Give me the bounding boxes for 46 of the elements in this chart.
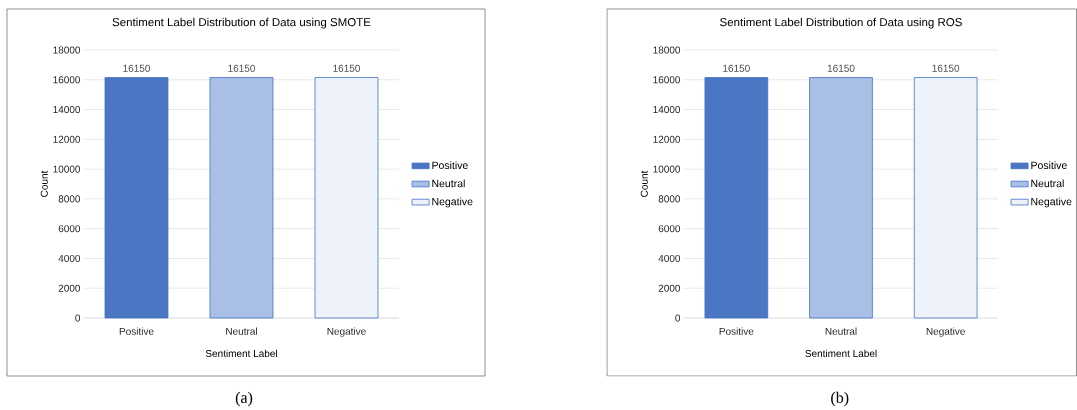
x-axis-title: Sentiment Label — [205, 349, 277, 358]
legend-label: Negative — [432, 197, 473, 208]
data-label: 16150 — [723, 64, 750, 72]
y-tick-label: 6000 — [58, 225, 81, 233]
y-tick-label: 6000 — [658, 225, 681, 233]
x-tick-label: Negative — [327, 327, 366, 337]
y-tick-label: 12000 — [53, 135, 81, 143]
chart-title: Sentiment Label Distribution of Data using ROS — [720, 17, 962, 29]
legend-label: Neutral — [432, 179, 465, 188]
x-tick-label: Positive — [719, 327, 754, 335]
y-tick-label: 10000 — [653, 165, 681, 173]
x-tick-label: Negative — [926, 327, 965, 337]
text: (a) — [235, 391, 253, 407]
y-tick-label: 18000 — [653, 46, 681, 54]
x-tick-label: Positive — [119, 327, 154, 335]
chart-title: Sentiment Label Distribution of Data using SMOTE — [112, 17, 371, 29]
legend-label: Neutral — [1031, 179, 1064, 188]
y-tick-label: 16000 — [653, 76, 681, 84]
legend-label: Positive — [432, 161, 468, 170]
y-axis-title: Count — [640, 170, 648, 197]
x-tick-label: Neutral — [226, 327, 257, 335]
data-label: 16150 — [932, 64, 960, 72]
x-axis-title: Sentiment Label — [805, 349, 877, 358]
y-tick-label: 14000 — [653, 106, 681, 114]
y-tick-label: 8000 — [58, 195, 81, 203]
y-tick-label: 2000 — [58, 284, 81, 292]
legend-label: Positive — [1031, 161, 1067, 170]
x-tick-label: Neutral — [825, 327, 857, 335]
y-tick-label: 2000 — [658, 284, 681, 292]
y-tick-label: 4000 — [58, 254, 81, 262]
data-label: 16150 — [123, 64, 151, 72]
y-tick-label: 8000 — [658, 195, 681, 203]
y-tick-label: 10000 — [53, 165, 81, 173]
y-tick-label: 16000 — [53, 76, 81, 84]
data-label: 16150 — [333, 64, 361, 72]
y-tick-label: 14000 — [53, 106, 81, 114]
y-tick-label: 18000 — [53, 46, 81, 54]
y-tick-label: 12000 — [653, 135, 681, 143]
y-tick-label: 4000 — [658, 254, 681, 262]
y-axis-title: Count — [40, 170, 48, 197]
data-label: 16150 — [827, 64, 855, 72]
y-tick-label: 0 — [75, 314, 81, 322]
legend-label: Negative — [1031, 197, 1072, 208]
y-tick-label: 0 — [675, 314, 681, 322]
text: (b) — [831, 391, 849, 407]
data-label: 16150 — [228, 64, 256, 72]
